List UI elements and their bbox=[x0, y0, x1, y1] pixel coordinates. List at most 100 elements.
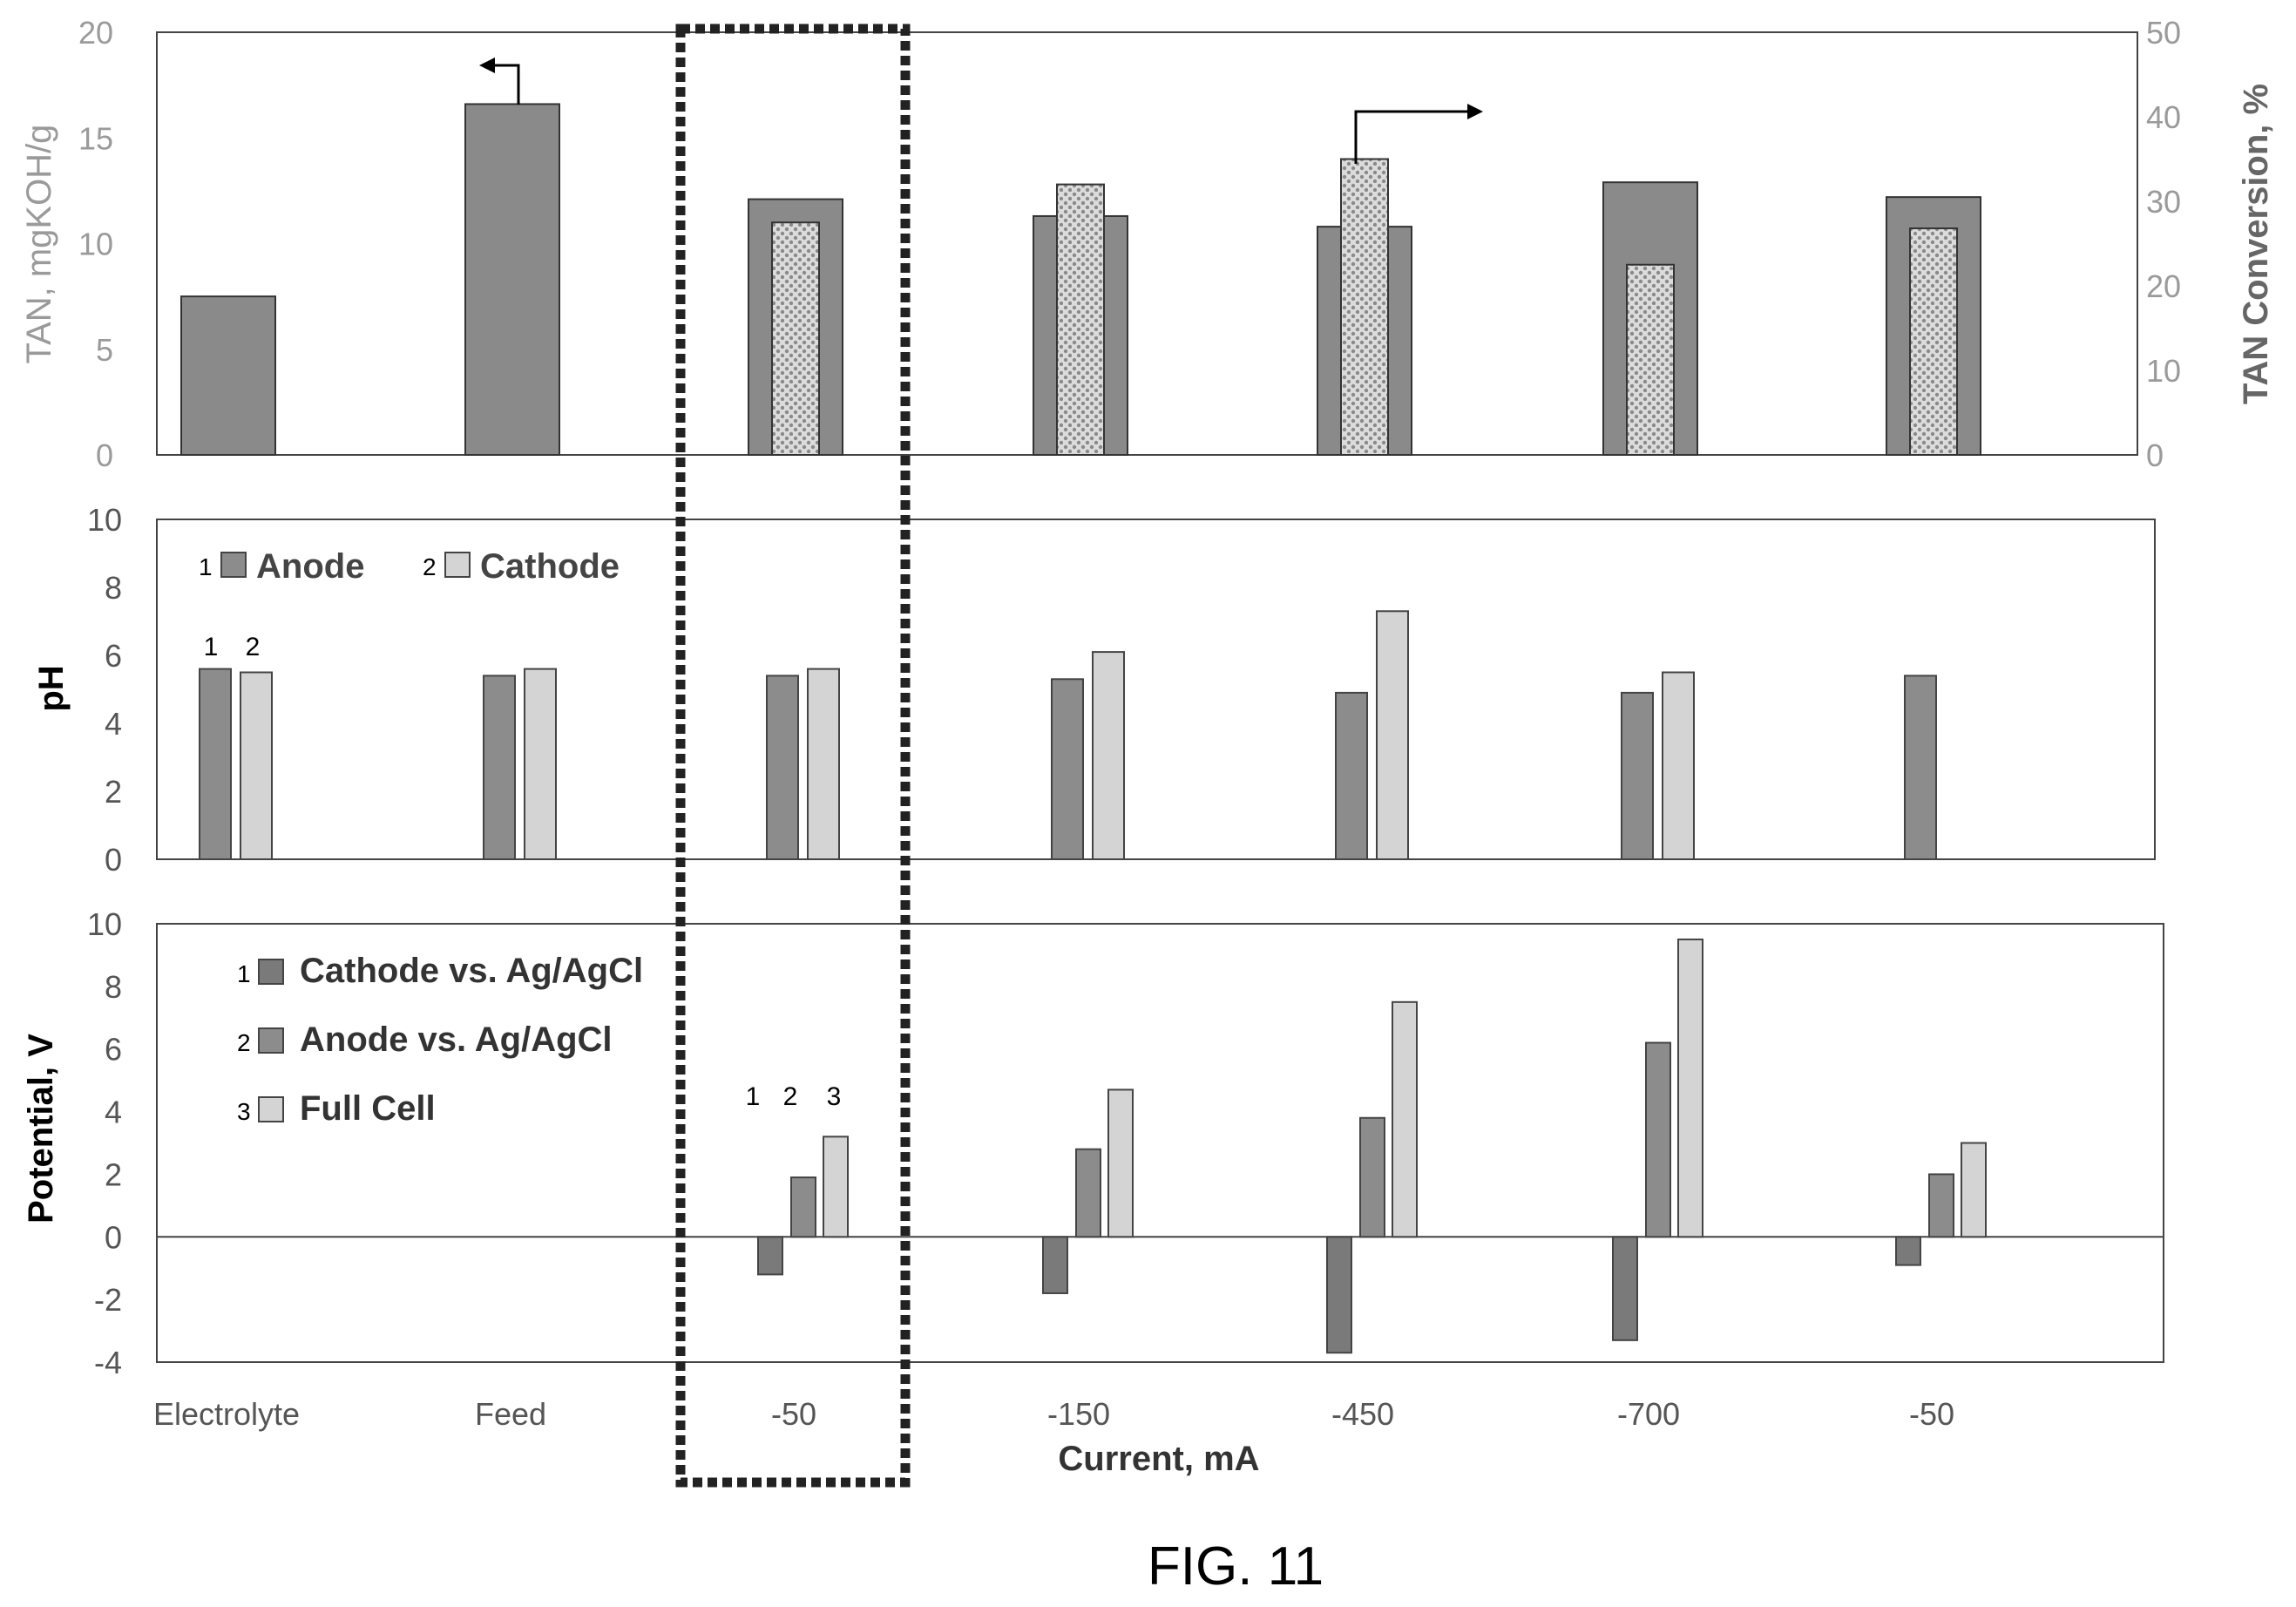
cathode-potential-bar bbox=[1326, 1236, 1352, 1354]
potential-legend-swatch-2 bbox=[258, 1027, 284, 1054]
middle-tick: 0 bbox=[105, 842, 122, 878]
tan-conversion-bar bbox=[1909, 227, 1958, 456]
cathode-legend-index: 2 bbox=[423, 553, 437, 580]
anode-potential-bar bbox=[1928, 1173, 1954, 1238]
potential-legend-label-3: Full Cell bbox=[300, 1089, 436, 1128]
category-label: -50 bbox=[1909, 1396, 1954, 1432]
ph-cathode-bar bbox=[1092, 651, 1125, 860]
ph-cathode-bar bbox=[807, 668, 840, 860]
full-cell-bar bbox=[823, 1136, 849, 1238]
tan-conversion-bar bbox=[1340, 158, 1389, 456]
bottom-axis-title: Potential, V bbox=[22, 1034, 60, 1224]
ph-bar-number-2: 2 bbox=[246, 633, 261, 661]
bottom-tick: -4 bbox=[94, 1345, 122, 1380]
legends: 1 Anode 2 Cathode 1 Cathode vs. Ag/AgCl 2 Anode… bbox=[199, 547, 643, 1128]
category-label: Feed bbox=[475, 1396, 546, 1432]
bottom-tick: 8 bbox=[105, 969, 122, 1005]
potential-bar-number-3: 3 bbox=[827, 1082, 842, 1111]
category-label: -150 bbox=[1047, 1396, 1110, 1432]
middle-tick: 4 bbox=[105, 706, 122, 742]
bar-number-labels: 1 21 2 3 bbox=[204, 633, 842, 1111]
category-label: -50 bbox=[771, 1396, 816, 1432]
potential-legend-label-1: Cathode vs. Ag/AgCl bbox=[300, 952, 643, 990]
anode-potential-bar bbox=[1075, 1148, 1101, 1238]
middle-panel-frame bbox=[156, 519, 2156, 860]
full-cell-bar bbox=[1961, 1142, 1987, 1238]
ph-cathode-bar bbox=[1376, 610, 1409, 860]
cathode-legend-swatch bbox=[444, 552, 471, 578]
ph-anode-bar bbox=[1904, 675, 1937, 861]
top-left-tick: 10 bbox=[78, 227, 113, 262]
cathode-potential-bar bbox=[1895, 1236, 1921, 1266]
middle-tick: 10 bbox=[87, 502, 122, 538]
category-label: -700 bbox=[1617, 1396, 1680, 1432]
middle-tick: 2 bbox=[105, 774, 122, 810]
anode-potential-bar bbox=[1359, 1116, 1385, 1238]
tan-bar bbox=[464, 103, 560, 456]
top-left-tick: 20 bbox=[78, 15, 113, 51]
cathode-legend-label: Cathode bbox=[480, 547, 620, 586]
anode-legend-index: 1 bbox=[199, 553, 213, 580]
middle-tick: 8 bbox=[105, 570, 122, 606]
ph-bar-number-1: 1 bbox=[204, 633, 219, 661]
bottom-panel-frame bbox=[156, 923, 2164, 1363]
top-right-tick: 10 bbox=[2146, 353, 2181, 389]
bottom-panel-bars bbox=[157, 938, 2164, 1354]
ph-anode-bar bbox=[483, 675, 516, 861]
top-left-tick: 0 bbox=[96, 437, 113, 473]
anode-potential-bar bbox=[1645, 1041, 1671, 1238]
top-panel-frame bbox=[156, 31, 2138, 456]
top-panel-bars bbox=[180, 103, 1981, 457]
potential-legend-swatch-1 bbox=[258, 959, 284, 985]
bottom-tick: 10 bbox=[87, 906, 122, 942]
middle-axis-title: pH bbox=[32, 665, 71, 711]
potential-bar-number-1: 1 bbox=[746, 1082, 761, 1111]
top-right-axis-title: TAN Conversion, % bbox=[2237, 84, 2275, 404]
cathode-potential-bar bbox=[1612, 1236, 1638, 1341]
potential-legend-index-1: 1 bbox=[237, 960, 251, 987]
bottom-tick: 4 bbox=[105, 1095, 122, 1130]
tan-bar bbox=[180, 295, 276, 456]
potential-legend-index-2: 2 bbox=[237, 1029, 251, 1056]
tan-conversion-bar bbox=[1056, 183, 1105, 456]
middle-tick: 6 bbox=[105, 638, 122, 674]
right-axis-arrow bbox=[1354, 104, 1483, 164]
full-cell-bar bbox=[1392, 1000, 1418, 1238]
category-label: Electrolyte bbox=[153, 1396, 300, 1432]
cathode-potential-bar bbox=[1042, 1236, 1068, 1294]
potential-legend-label-2: Anode vs. Ag/AgCl bbox=[300, 1020, 613, 1059]
top-left-tick: 15 bbox=[78, 120, 113, 156]
tan-conversion-bar bbox=[1626, 263, 1675, 456]
cathode-potential-bar bbox=[757, 1236, 783, 1276]
ph-anode-bar bbox=[199, 668, 232, 860]
bottom-tick: 6 bbox=[105, 1032, 122, 1068]
full-cell-bar bbox=[1677, 938, 1703, 1238]
ph-cathode-bar bbox=[240, 671, 273, 860]
top-left-tick: 5 bbox=[96, 332, 113, 368]
axis-tick-labels: 0 5 10 15 20 0 10 20 30 40 50 0 2 4 6 8 10 -4 -2 0 2 4 6 8 10 bbox=[78, 15, 2181, 1380]
category-label: -450 bbox=[1331, 1396, 1394, 1432]
full-cell-bar bbox=[1107, 1088, 1134, 1238]
ph-anode-bar bbox=[1621, 691, 1654, 861]
top-right-tick: 40 bbox=[2146, 99, 2181, 135]
category-labels: Electrolyte Feed -50 -150 -450 -700 -50 bbox=[153, 1396, 1954, 1432]
figure-caption: FIG. 11 bbox=[1148, 1536, 1324, 1597]
top-right-tick: 50 bbox=[2146, 15, 2181, 51]
potential-legend-swatch-3 bbox=[258, 1096, 284, 1122]
bottom-tick: -2 bbox=[94, 1282, 122, 1318]
ph-cathode-bar bbox=[1662, 671, 1695, 860]
anode-potential-bar bbox=[790, 1176, 816, 1238]
top-left-axis-title: TAN, mgKOH/g bbox=[20, 125, 58, 364]
left-axis-arrow bbox=[479, 58, 520, 105]
tan-conversion-bar bbox=[771, 221, 820, 456]
bottom-tick: 2 bbox=[105, 1156, 122, 1192]
middle-panel-bars bbox=[199, 610, 1937, 861]
potential-bar-number-2: 2 bbox=[783, 1082, 798, 1111]
anode-legend-label: Anode bbox=[256, 547, 364, 586]
ph-anode-bar bbox=[1335, 691, 1368, 861]
ph-anode-bar bbox=[766, 675, 799, 861]
ph-anode-bar bbox=[1051, 678, 1084, 860]
top-right-tick: 30 bbox=[2146, 184, 2181, 220]
bottom-tick: 0 bbox=[105, 1219, 122, 1255]
